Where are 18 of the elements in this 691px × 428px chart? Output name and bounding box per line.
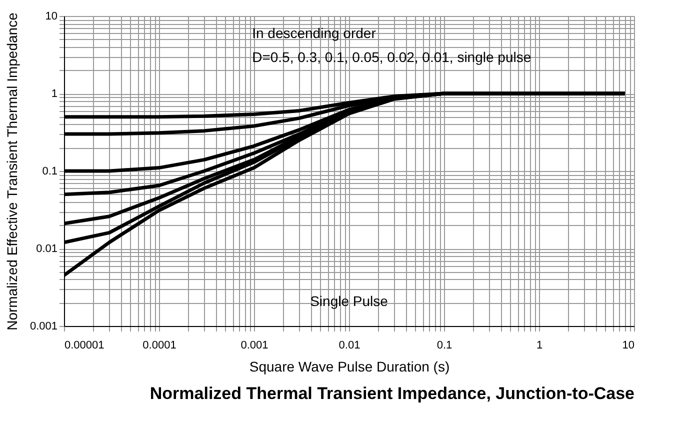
y-axis-title: Normalized Effective Transient Thermal Impedance xyxy=(4,12,20,330)
x-tick-label: 0.01 xyxy=(338,340,360,352)
text: Normalized Thermal Transient Impedance, Junction-to-Case xyxy=(150,384,634,403)
x-tick-label: 0.00001 xyxy=(64,340,104,352)
x-tick-label: 0.001 xyxy=(240,340,268,352)
x-tick-label: 0.0001 xyxy=(142,340,176,352)
x-tick-label: 1 xyxy=(536,340,543,352)
y-tick-label: 0.001 xyxy=(30,320,58,332)
x-tick-label: 0.1 xyxy=(436,340,452,352)
annotation: D=0.5, 0.3, 0.1, 0.05, 0.02, 0.01, single pulse xyxy=(252,49,532,65)
x-tick-label: 10 xyxy=(622,340,634,352)
y-tick-label: 10 xyxy=(45,10,58,22)
y-tick-label: 1 xyxy=(51,88,58,100)
annotation: Single Pulse xyxy=(310,293,388,309)
annotation: In descending order xyxy=(252,25,376,41)
y-tick-label: 0.01 xyxy=(36,243,58,255)
y-tick-label: 0.1 xyxy=(42,166,58,178)
x-axis-title: Square Wave Pulse Duration (s) xyxy=(249,358,450,374)
